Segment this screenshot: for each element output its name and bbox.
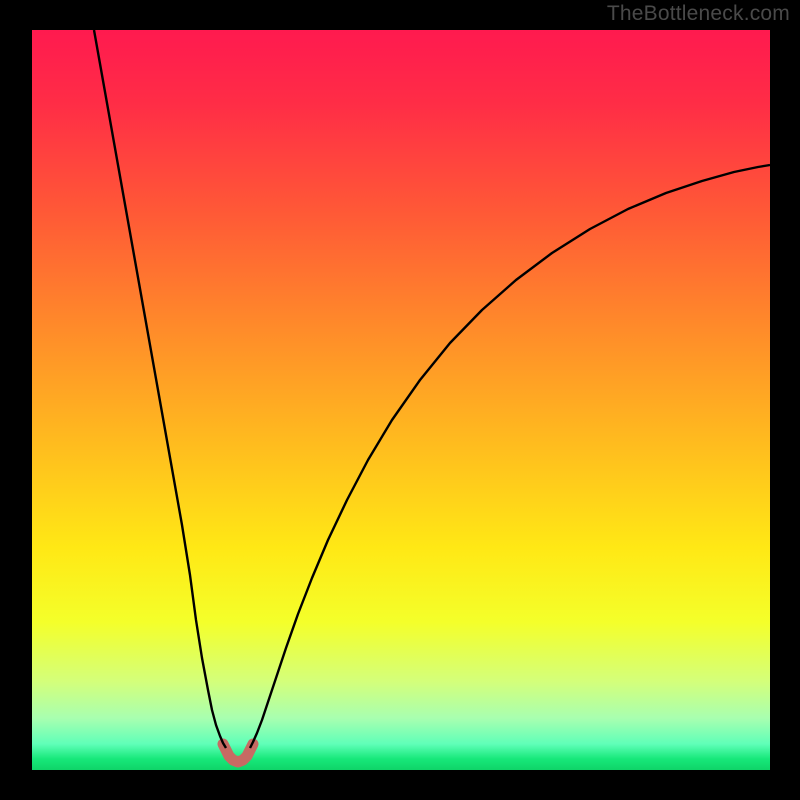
dip-marker (223, 744, 253, 762)
watermark-text: TheBottleneck.com (607, 2, 790, 26)
curve-layer (32, 30, 770, 770)
curve-right (250, 165, 770, 748)
chart-stage: TheBottleneck.com (0, 0, 800, 800)
curve-left (94, 30, 226, 748)
plot-area (32, 30, 770, 770)
